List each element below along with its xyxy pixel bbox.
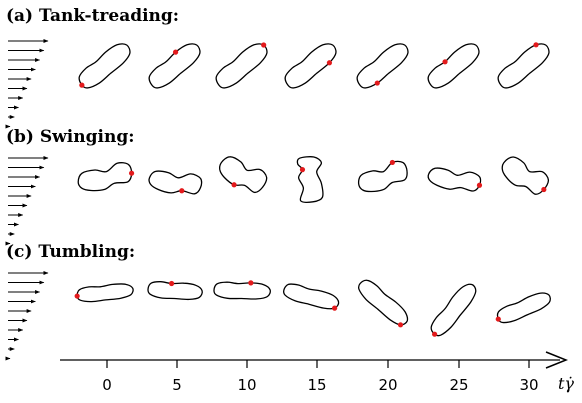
panel-title-tumbling: (c) Tumbling: (6, 242, 136, 262)
time-tick-label: 20 (378, 376, 398, 394)
time-tick-label: 5 (172, 376, 182, 394)
membrane-marker (495, 316, 501, 322)
membrane-marker (168, 280, 175, 287)
membrane-marker (541, 186, 547, 193)
cell-outline (357, 160, 408, 193)
membrane-marker (299, 167, 306, 173)
membrane-marker (397, 322, 404, 328)
cell-outline (219, 156, 268, 194)
membrane-marker (128, 170, 135, 176)
cell-outline (357, 279, 409, 326)
time-axis-arrowhead (545, 351, 569, 369)
panel-title-swinging: (b) Swinging: (6, 127, 135, 147)
cell-outline (427, 43, 480, 89)
time-axis-label: tγ̇ (558, 374, 574, 393)
time-tick-label: 0 (102, 376, 112, 394)
cell-outline (497, 43, 550, 89)
cell-outline (496, 292, 551, 324)
panel-title-tank-treading: (a) Tank-treading: (6, 6, 180, 26)
time-tick-label: 25 (449, 376, 469, 394)
cell-outline (148, 170, 203, 195)
cell-outline (148, 43, 201, 89)
cell-outline (282, 283, 340, 310)
membrane-marker (374, 80, 380, 86)
membrane-marker (74, 293, 80, 299)
membrane-marker (332, 305, 338, 311)
time-tick-label: 10 (237, 376, 257, 394)
cell-outline (356, 43, 409, 89)
membrane-marker (442, 59, 448, 65)
time-tick-label: 30 (519, 376, 539, 394)
membrane-marker (248, 280, 254, 286)
cell-outline (76, 283, 134, 303)
cell-outline (430, 283, 477, 337)
membrane-marker (261, 42, 267, 48)
cell-outline (147, 281, 203, 301)
membrane-marker (432, 331, 438, 337)
time-tick-label: 15 (307, 376, 327, 394)
cell-outline (78, 43, 131, 89)
membrane-marker (389, 159, 395, 166)
membrane-marker (326, 60, 333, 66)
cell-outline (77, 162, 133, 192)
membrane-marker (79, 82, 85, 88)
membrane-marker (179, 188, 185, 194)
membrane-marker (231, 182, 237, 188)
cell-outline (284, 43, 337, 89)
cell-outline (215, 43, 268, 89)
membrane-marker (533, 42, 539, 48)
cell-outline (213, 281, 271, 300)
membrane-marker (172, 49, 179, 55)
cell-outline (296, 156, 324, 203)
membrane-marker (476, 182, 483, 188)
cell-outline (427, 167, 482, 192)
